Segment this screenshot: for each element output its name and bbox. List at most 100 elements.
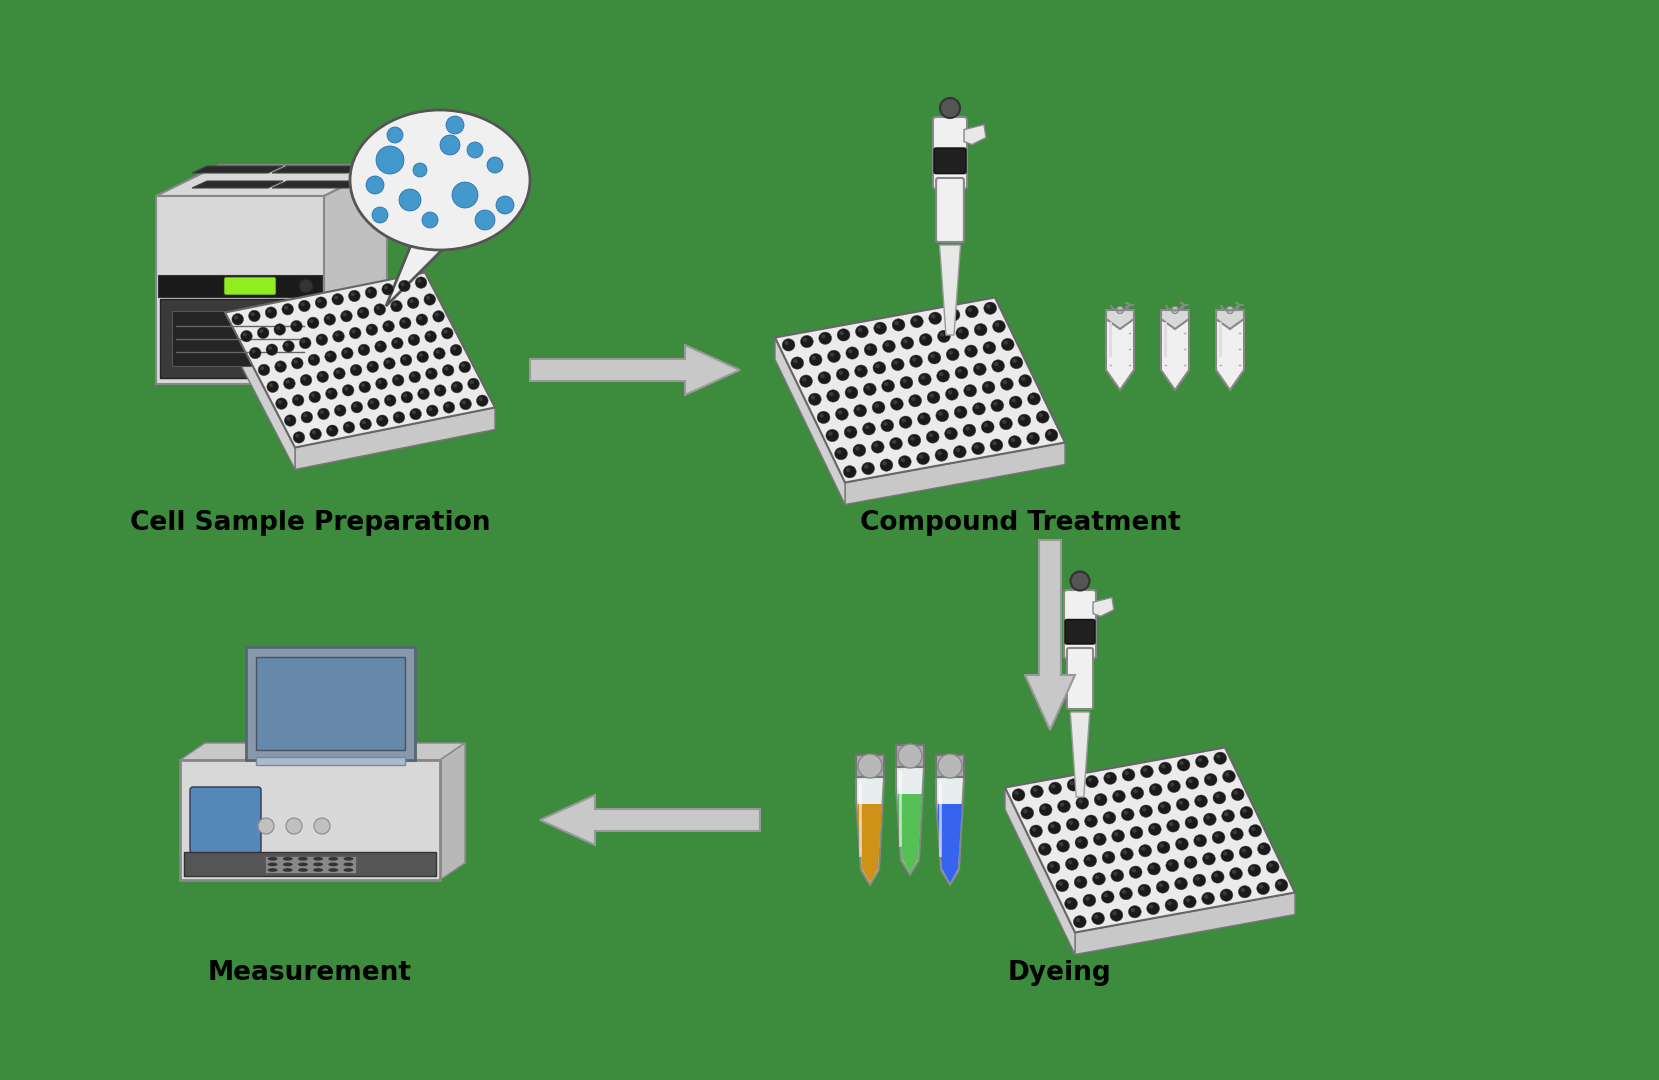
Ellipse shape [992, 441, 997, 445]
Ellipse shape [360, 347, 365, 350]
Ellipse shape [342, 384, 353, 396]
Ellipse shape [927, 391, 941, 404]
Ellipse shape [1020, 807, 1034, 820]
Ellipse shape [947, 390, 952, 394]
Ellipse shape [453, 347, 456, 350]
FancyBboxPatch shape [224, 276, 275, 295]
Ellipse shape [984, 423, 989, 428]
Ellipse shape [418, 316, 421, 320]
Ellipse shape [1201, 892, 1214, 905]
Ellipse shape [828, 350, 841, 363]
Ellipse shape [984, 341, 995, 354]
Ellipse shape [340, 310, 352, 322]
Ellipse shape [803, 338, 808, 342]
Circle shape [941, 98, 961, 118]
Ellipse shape [314, 863, 324, 866]
Ellipse shape [299, 337, 310, 349]
Ellipse shape [267, 868, 277, 872]
Ellipse shape [1175, 877, 1188, 890]
Ellipse shape [375, 341, 387, 352]
Ellipse shape [1113, 872, 1118, 876]
Ellipse shape [274, 324, 285, 335]
Ellipse shape [1009, 396, 1022, 408]
Ellipse shape [894, 361, 898, 365]
Circle shape [314, 818, 330, 834]
Ellipse shape [1160, 843, 1165, 848]
Ellipse shape [260, 366, 264, 370]
Ellipse shape [820, 332, 831, 345]
Ellipse shape [836, 449, 841, 454]
Ellipse shape [1239, 846, 1253, 859]
Ellipse shape [451, 381, 463, 393]
Ellipse shape [319, 336, 322, 340]
Ellipse shape [294, 396, 299, 401]
Ellipse shape [360, 418, 372, 430]
Ellipse shape [265, 307, 277, 319]
Ellipse shape [1048, 782, 1062, 795]
Ellipse shape [863, 422, 876, 435]
Ellipse shape [319, 373, 324, 377]
Ellipse shape [893, 440, 896, 444]
Ellipse shape [1012, 399, 1015, 403]
Ellipse shape [1087, 818, 1092, 822]
Ellipse shape [328, 863, 338, 866]
Ellipse shape [1213, 792, 1226, 804]
Ellipse shape [1203, 853, 1216, 865]
Ellipse shape [883, 461, 888, 465]
Ellipse shape [1241, 848, 1246, 852]
Circle shape [400, 189, 421, 211]
Ellipse shape [864, 343, 878, 355]
Ellipse shape [856, 325, 868, 338]
Ellipse shape [1121, 769, 1135, 781]
Ellipse shape [931, 354, 934, 359]
Ellipse shape [1093, 873, 1105, 885]
Ellipse shape [1166, 820, 1180, 832]
Ellipse shape [309, 391, 320, 403]
Ellipse shape [984, 302, 997, 314]
Ellipse shape [443, 329, 448, 334]
Ellipse shape [343, 312, 347, 316]
Ellipse shape [929, 433, 932, 437]
Ellipse shape [328, 868, 338, 872]
Polygon shape [179, 743, 465, 760]
Polygon shape [1107, 319, 1135, 390]
Ellipse shape [325, 351, 337, 362]
Ellipse shape [1259, 845, 1264, 849]
Ellipse shape [433, 311, 445, 322]
Ellipse shape [1133, 828, 1136, 833]
Ellipse shape [1223, 851, 1228, 855]
Ellipse shape [992, 360, 1005, 373]
Polygon shape [265, 856, 357, 873]
Ellipse shape [350, 327, 362, 339]
Ellipse shape [1075, 876, 1087, 889]
Ellipse shape [436, 387, 441, 391]
Ellipse shape [921, 375, 926, 379]
Ellipse shape [1223, 891, 1226, 895]
Ellipse shape [808, 393, 821, 405]
Ellipse shape [398, 280, 410, 292]
Ellipse shape [232, 313, 244, 325]
Ellipse shape [1233, 831, 1238, 835]
Ellipse shape [1156, 841, 1170, 853]
Circle shape [451, 183, 478, 208]
Polygon shape [1070, 712, 1090, 797]
Ellipse shape [972, 443, 984, 455]
Ellipse shape [387, 396, 390, 401]
Ellipse shape [1121, 808, 1135, 821]
Ellipse shape [902, 379, 907, 383]
Ellipse shape [428, 407, 433, 411]
Polygon shape [159, 299, 320, 378]
Ellipse shape [1231, 788, 1244, 800]
Ellipse shape [917, 413, 931, 426]
Ellipse shape [791, 356, 803, 369]
Ellipse shape [1012, 788, 1025, 801]
FancyBboxPatch shape [1067, 648, 1093, 708]
Ellipse shape [393, 411, 405, 423]
Ellipse shape [1170, 822, 1173, 826]
Ellipse shape [269, 346, 272, 350]
Ellipse shape [937, 330, 951, 342]
Ellipse shape [309, 354, 320, 366]
Ellipse shape [1131, 787, 1143, 799]
Ellipse shape [403, 393, 406, 397]
Ellipse shape [1077, 797, 1088, 809]
